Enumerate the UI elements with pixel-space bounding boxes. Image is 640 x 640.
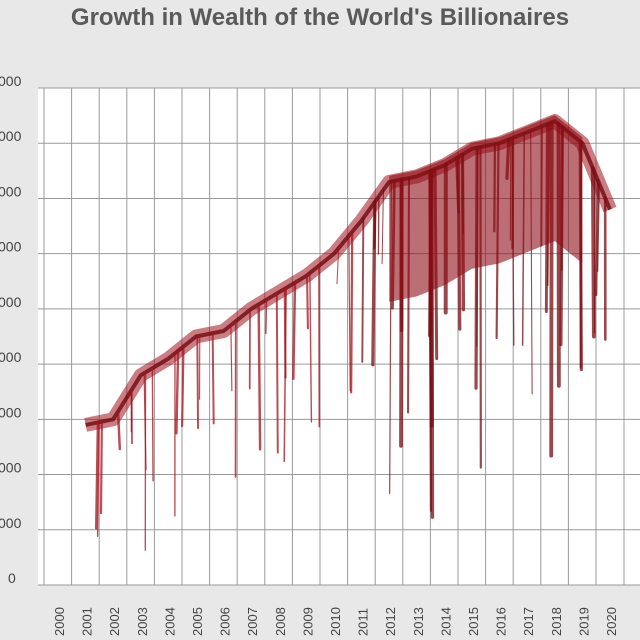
series-drip	[211, 332, 215, 425]
y-tick-label: 000	[0, 239, 22, 255]
series-drip	[265, 298, 268, 335]
x-tick-label: 2018	[549, 607, 564, 636]
x-tick-label: 2003	[135, 607, 150, 636]
series-drip	[230, 324, 233, 392]
series-drip	[116, 410, 122, 451]
series-drip	[596, 182, 600, 273]
series-drip	[99, 420, 103, 515]
series-drip	[94, 421, 99, 530]
y-tick-label: 0	[8, 570, 16, 586]
series-drip	[181, 345, 185, 428]
series-drip	[96, 421, 100, 537]
series-drip	[350, 230, 354, 394]
x-tick-label: 2016	[494, 607, 509, 636]
x-tick-label: 2008	[273, 607, 288, 636]
y-tick-label: 000	[0, 460, 22, 476]
series-drip	[381, 189, 384, 265]
series-drip	[336, 247, 340, 285]
series-drip	[371, 200, 377, 367]
series-drip	[348, 235, 351, 392]
y-tick-label: 000	[0, 73, 22, 89]
series-drip	[595, 179, 599, 297]
x-tick-label: 2014	[438, 607, 453, 636]
x-tick-label: 2009	[300, 607, 315, 636]
x-tick-label: 2001	[80, 607, 95, 636]
x-tick-label: 2012	[383, 607, 398, 636]
series-drip	[257, 303, 262, 451]
x-tick-label: 2010	[328, 607, 343, 636]
y-tick-label: 000	[0, 183, 22, 199]
series-drip	[309, 272, 313, 423]
series-drip	[292, 281, 297, 381]
x-tick-label: 2006	[218, 607, 233, 636]
series-drip	[590, 166, 596, 339]
y-tick-label: 000	[0, 294, 22, 310]
chart-title: Growth in Wealth of the World's Billiona…	[70, 4, 570, 31]
x-tick-label: 2013	[411, 607, 426, 636]
x-tick-label: 2017	[521, 607, 536, 636]
series-drip	[306, 274, 309, 330]
x-tick-label: 2020	[604, 607, 619, 636]
series-drip	[196, 335, 200, 430]
y-tick-label: 000	[0, 404, 22, 420]
y-tick-label: 000	[0, 515, 22, 531]
y-tick-label: 000	[0, 128, 22, 144]
x-tick-label: 2015	[466, 607, 481, 636]
series-drip	[361, 217, 365, 363]
y-tick-label: 000	[0, 349, 22, 365]
series-drip	[275, 292, 279, 454]
x-tick-label: 2019	[576, 607, 591, 636]
x-tick-label: 2011	[356, 608, 371, 636]
x-tick-label: 2005	[190, 607, 205, 636]
x-tick-label: 2007	[245, 607, 260, 636]
series-blotch	[389, 115, 583, 302]
series-drip	[283, 287, 287, 463]
series-drip	[175, 349, 180, 435]
x-tick-label: 2000	[52, 607, 67, 636]
x-tick-label: 2002	[107, 607, 122, 636]
x-tick-label: 2004	[162, 607, 177, 636]
series-drip	[151, 367, 154, 482]
